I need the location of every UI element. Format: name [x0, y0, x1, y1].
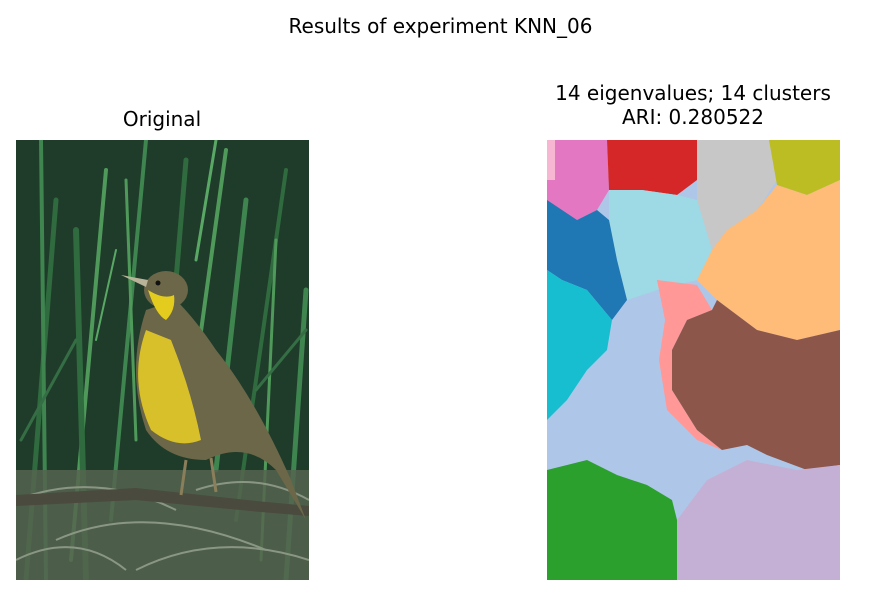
- cluster-1f77b4: [547, 200, 627, 320]
- clustering-result-title: 14 eigenvalues; 14 clusters ARI: 0.28052…: [497, 81, 881, 129]
- cluster-17becf: [547, 270, 612, 420]
- cluster-ffbb78: [697, 180, 840, 340]
- dry-grass-strands: [16, 481, 309, 571]
- cluster-c5b0d5: [677, 460, 840, 580]
- original-image: [16, 140, 309, 580]
- cluster-f7b6d2: [547, 140, 555, 180]
- bird: [121, 271, 306, 520]
- clustering-eigenvalues-label: 14 eigenvalues; 14 clusters: [555, 81, 831, 105]
- clustering-ari-label: ARI: 0.280522: [621, 105, 764, 129]
- cluster-ff9896: [657, 280, 722, 450]
- original-image-title: Original: [122, 107, 202, 131]
- original-bird-photo: [16, 140, 309, 580]
- cluster-2ca02c: [547, 460, 677, 580]
- figure-suptitle: Results of experiment KNN_06: [288, 14, 593, 38]
- clustering-result-image: [547, 140, 840, 580]
- dry-grass: [16, 470, 309, 580]
- cluster-8c564b: [672, 300, 840, 470]
- cluster-d62728: [607, 140, 697, 200]
- cluster-e377c2: [547, 140, 609, 220]
- cluster-c7c7c7: [697, 140, 777, 250]
- segmentation-map: [547, 140, 840, 580]
- cluster-bcbd22: [769, 140, 840, 195]
- branch: [16, 488, 309, 516]
- cluster-9edae5: [609, 190, 712, 300]
